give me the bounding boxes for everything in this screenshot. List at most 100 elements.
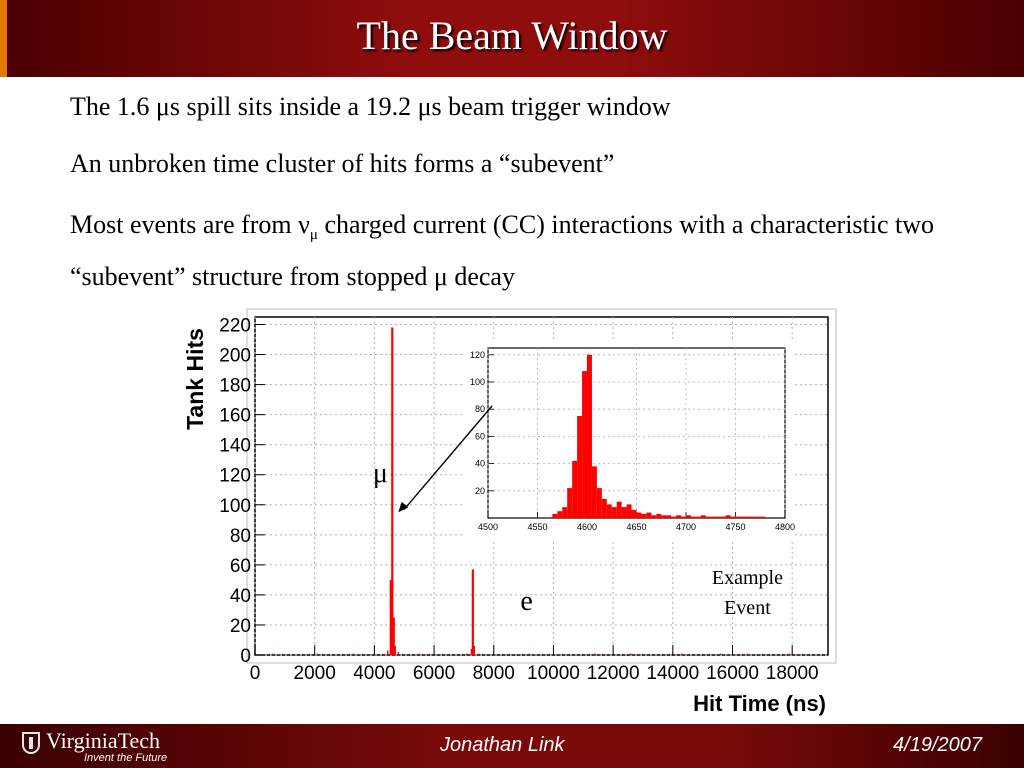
inset-y-tick-label: 40 — [475, 459, 485, 469]
inset-y-tick-label: 20 — [475, 486, 485, 496]
inset-bar — [666, 515, 672, 518]
inset-bar — [710, 516, 716, 518]
inset-bar — [740, 516, 746, 518]
main-bar — [272, 653, 274, 655]
x-tick-label: 14000 — [646, 663, 699, 684]
main-plot-outer-frame — [246, 308, 837, 664]
y-tick-label: 180 — [219, 376, 251, 397]
footer-bar: VirginiaTech Invent the Future Jonathan … — [0, 724, 1024, 768]
inset-bar — [552, 513, 558, 518]
zoom-arrow-head — [398, 501, 409, 513]
chart-canvas: 0 20 40 60 80 100 120 140 160 180 200 220 0 2000 4000 6… — [182, 308, 837, 716]
inset-bar — [562, 507, 568, 518]
annotation-line: Event — [724, 597, 771, 619]
x-tick-label: 6000 — [413, 663, 455, 684]
main-bar — [418, 653, 420, 655]
main-bar — [316, 653, 319, 655]
main-bar — [470, 648, 473, 655]
bullet-text: The 1.6 μs spill sits inside a 19.2 μs b… — [70, 92, 671, 121]
inset-bar — [715, 516, 721, 518]
inset-bar — [705, 516, 711, 518]
main-bar — [473, 645, 476, 655]
bullet-text: Most events are from ν — [70, 210, 310, 239]
y-tick-label: 80 — [230, 526, 251, 547]
inset-bar — [661, 515, 667, 518]
inset-bar — [720, 516, 726, 518]
inset-bar — [631, 509, 637, 518]
main-bar — [352, 653, 355, 655]
inset-x-tick-label: 4550 — [527, 522, 547, 532]
bullet-subevent: An unbroken time cluster of hits forms a… — [70, 143, 990, 185]
inset-bar — [587, 354, 592, 518]
footer-author: Jonathan Link — [440, 734, 565, 756]
inset-bar — [735, 516, 741, 518]
y-tick-label: 100 — [219, 496, 251, 517]
y-tick-label: 0 — [240, 646, 251, 667]
inset-bar — [676, 515, 682, 518]
inset-bar — [671, 516, 677, 518]
main-bar — [594, 653, 596, 655]
inset-x-tick-label: 4700 — [676, 522, 696, 532]
virginia-tech-logo: VirginiaTech Invent the Future — [22, 728, 182, 764]
inset-bar — [656, 513, 662, 518]
bullet-spill-window: The 1.6 μs spill sits inside a 19.2 μs b… — [70, 86, 990, 128]
inset-bar — [582, 371, 587, 518]
inset-bar — [755, 516, 761, 518]
inset-bar — [681, 516, 686, 518]
y-tick-label: 120 — [219, 466, 251, 487]
footer-date: 4/19/2007 — [893, 734, 982, 756]
inset-x-tick-label: 4800 — [775, 522, 795, 532]
nu-subscript: μ — [309, 227, 318, 244]
shield-icon — [22, 732, 40, 754]
main-bar — [478, 653, 480, 655]
inset-bar — [611, 507, 617, 518]
inset-bar — [686, 515, 691, 518]
y-axis-label: Tank Hits — [182, 328, 208, 430]
main-bar — [681, 653, 683, 655]
inset-y-tick-label: 80 — [475, 404, 485, 414]
main-bar — [397, 651, 399, 655]
inset-bar — [636, 512, 642, 518]
y-tick-label: 160 — [219, 406, 251, 427]
y-tick-label: 60 — [230, 556, 251, 577]
logo-tagline: Invent the Future — [84, 752, 168, 764]
inset-bar — [651, 515, 657, 518]
bullet-text: charged current (CC) interactions with a… — [70, 210, 935, 292]
inset-x-tick-label: 4750 — [725, 522, 745, 532]
main-bar — [528, 653, 531, 655]
logo-wordmark: VirginiaTech — [46, 728, 161, 753]
main-bar — [389, 579, 392, 655]
inset-bar — [572, 460, 578, 518]
y-tick-label: 20 — [230, 616, 251, 637]
annotation-muon: μ — [373, 458, 388, 489]
y-tick-label: 140 — [219, 436, 251, 457]
main-bar — [630, 653, 632, 655]
inset-bar — [626, 504, 632, 518]
x-tick-label: 18000 — [766, 663, 819, 684]
inset-y-tick-label: 100 — [470, 377, 485, 387]
inset-bar — [695, 516, 701, 518]
y-tick-label: 40 — [230, 586, 251, 607]
bullet-text: An unbroken time cluster of hits forms a… — [70, 149, 615, 178]
bullet-cc-interactions: Most events are from νμ charged current … — [70, 204, 990, 298]
main-bar — [387, 650, 389, 655]
annotation-electron: e — [520, 586, 532, 617]
main-bar — [392, 617, 395, 655]
x-tick-label: 4000 — [353, 663, 395, 684]
inset-bar — [616, 501, 622, 518]
inset-bar — [567, 488, 573, 518]
main-bar — [719, 653, 722, 655]
x-tick-label: 10000 — [527, 663, 580, 684]
x-tick-label: 2000 — [294, 663, 336, 684]
x-tick-label: 8000 — [473, 663, 515, 684]
inset-bar — [690, 516, 696, 518]
x-axis-label: Hit Time (ns) — [693, 691, 826, 716]
inset-bar — [601, 498, 607, 518]
inset-x-tick-label: 4500 — [478, 522, 498, 532]
inset-y-tick-label: 60 — [475, 431, 485, 441]
y-tick-label: 200 — [219, 346, 251, 367]
inset-bar — [641, 513, 647, 518]
inset-bar — [591, 466, 597, 518]
inset-bar — [730, 516, 736, 518]
inset-bar — [646, 512, 652, 518]
